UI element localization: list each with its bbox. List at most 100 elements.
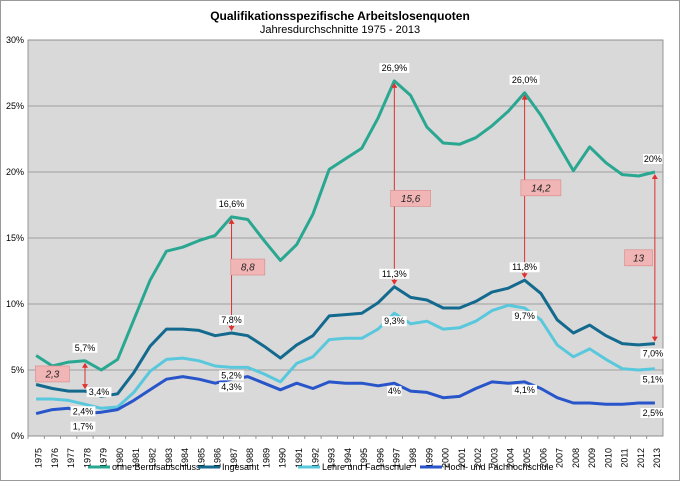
y-tick-label: 25% <box>6 101 24 111</box>
legend-entry: Hoch- und Fachhochschule <box>444 462 554 472</box>
x-tick-label: 1995 <box>359 448 369 468</box>
data-label-bg <box>219 370 244 381</box>
data-label: 4% <box>388 386 401 396</box>
arrow-head-up <box>228 218 235 224</box>
y-tick-label: 30% <box>6 35 24 45</box>
x-tick-label: 2010 <box>603 448 613 468</box>
data-label: 5,2% <box>221 370 242 380</box>
x-tick-label: 1978 <box>82 448 92 468</box>
difference-box <box>520 179 562 197</box>
legend: ohne Berufsabschluss Ingesamt Lehre und Fa… <box>88 462 554 472</box>
legend-entry: Lehre und Fachschule <box>322 462 411 472</box>
arrow-head-up <box>391 82 398 88</box>
data-label: 26,0% <box>512 75 538 85</box>
x-tick-label: 2001 <box>457 448 467 468</box>
data-label-bg <box>216 198 247 209</box>
y-axis: 0% 5% 10% 15% 20% 25% 30% <box>6 35 24 441</box>
legend-entry: ohne Berufsabschluss <box>112 462 201 472</box>
x-tick-label: 1975 <box>34 448 44 468</box>
data-label: 9,3% <box>384 316 405 326</box>
x-tick-label: 1983 <box>164 448 174 468</box>
data-label: 1,7% <box>73 422 94 432</box>
difference-box <box>390 190 431 207</box>
x-tick-label: 1994 <box>343 448 353 468</box>
data-label-bg <box>509 262 540 273</box>
series-line-2 <box>36 303 656 410</box>
data-label-bg <box>72 342 98 353</box>
chart-title: Qualifikationsspezifische Arbeitslosenqu… <box>210 9 470 23</box>
data-label: 7,8% <box>221 315 242 325</box>
x-axis: 1975 1976 1977 1978 1979 1980 1981 1982 1983 1984… <box>27 436 662 468</box>
x-tick-label: 1980 <box>115 448 125 468</box>
data-label-bg <box>219 315 244 326</box>
arrow-head-down <box>81 384 88 390</box>
data-label: 9,7% <box>514 311 535 321</box>
annotations: 2,3 8,8 15,6 14,2 13 <box>35 82 658 390</box>
x-tick-label: 2004 <box>506 448 516 468</box>
data-label: 4,1% <box>514 385 535 395</box>
data-label: 16,6% <box>219 199 245 209</box>
difference-value: 14,2 <box>531 183 551 194</box>
arrow-head-down <box>651 336 658 342</box>
data-label-bg <box>219 382 244 393</box>
y-tick-label: 5% <box>11 365 24 375</box>
y-tick-label: 0% <box>11 431 24 441</box>
x-tick-label: 2013 <box>652 448 662 468</box>
series-line-0 <box>35 79 656 372</box>
x-tick-label: 1988 <box>245 448 255 468</box>
data-label-bg <box>381 316 407 327</box>
data-label-bg <box>643 154 663 164</box>
data-label-bg <box>640 348 666 359</box>
series-line-1 <box>35 278 656 398</box>
x-tick-label: 1979 <box>99 448 109 468</box>
data-labels: 5,7% 3,4% 2,4% 1,7% 16,6% 7,8% 5,2% 4,3% 26,9% 11… <box>70 62 666 432</box>
x-tick-label: 1985 <box>196 448 206 468</box>
x-tick-label: 1998 <box>408 448 418 468</box>
x-tick-label: 2005 <box>522 448 532 468</box>
data-label: 3,4% <box>89 387 110 397</box>
difference-box <box>624 249 653 267</box>
data-label-bg <box>379 268 410 279</box>
data-label: 20% <box>644 154 662 164</box>
x-tick-label: 2000 <box>441 448 451 468</box>
legend-entry: Ingesamt <box>222 462 260 472</box>
data-label-bg <box>387 386 402 397</box>
data-label-bg <box>70 406 96 417</box>
series-line-3 <box>35 375 655 416</box>
data-label-bg <box>86 387 112 398</box>
data-label: 2,4% <box>73 406 94 416</box>
data-label-bg <box>512 384 538 395</box>
arrow-head-up <box>521 94 528 100</box>
data-label-bg <box>640 374 666 385</box>
difference-value: 2,3 <box>44 369 59 380</box>
x-tick-label: 1990 <box>278 448 288 468</box>
x-tick-label: 1989 <box>261 448 271 468</box>
chart-subtitle: Jahresdurchschnitte 1975 - 2013 <box>260 24 420 36</box>
x-tick-label: 2012 <box>636 448 646 468</box>
data-label-bg <box>509 74 540 85</box>
data-label: 7,0% <box>643 349 664 359</box>
data-label: 11,3% <box>382 269 407 279</box>
x-tick-label: 1981 <box>131 448 141 468</box>
x-tick-label: 1984 <box>180 448 190 468</box>
data-label: 26,9% <box>382 63 408 73</box>
x-tick-label: 1999 <box>424 448 434 468</box>
y-tick-label: 10% <box>6 299 24 309</box>
x-tick-label: 1997 <box>392 448 402 468</box>
x-tick-label: 2007 <box>555 448 565 468</box>
x-tick-label: 1976 <box>50 448 60 468</box>
difference-box <box>230 258 266 276</box>
x-tick-label: 1982 <box>147 448 157 468</box>
data-label: 5,7% <box>75 343 96 353</box>
arrow-head-down <box>228 326 235 332</box>
data-label-bg <box>512 310 538 321</box>
arrow-head-up <box>651 174 658 179</box>
series-lines <box>35 79 656 416</box>
x-tick-label: 2008 <box>571 448 581 468</box>
x-tick-label: 2002 <box>473 448 483 468</box>
difference-value: 8,8 <box>241 263 255 274</box>
arrow-head-up <box>81 362 88 368</box>
data-label: 2,5% <box>643 408 664 418</box>
x-tick-label: 1977 <box>66 448 76 468</box>
